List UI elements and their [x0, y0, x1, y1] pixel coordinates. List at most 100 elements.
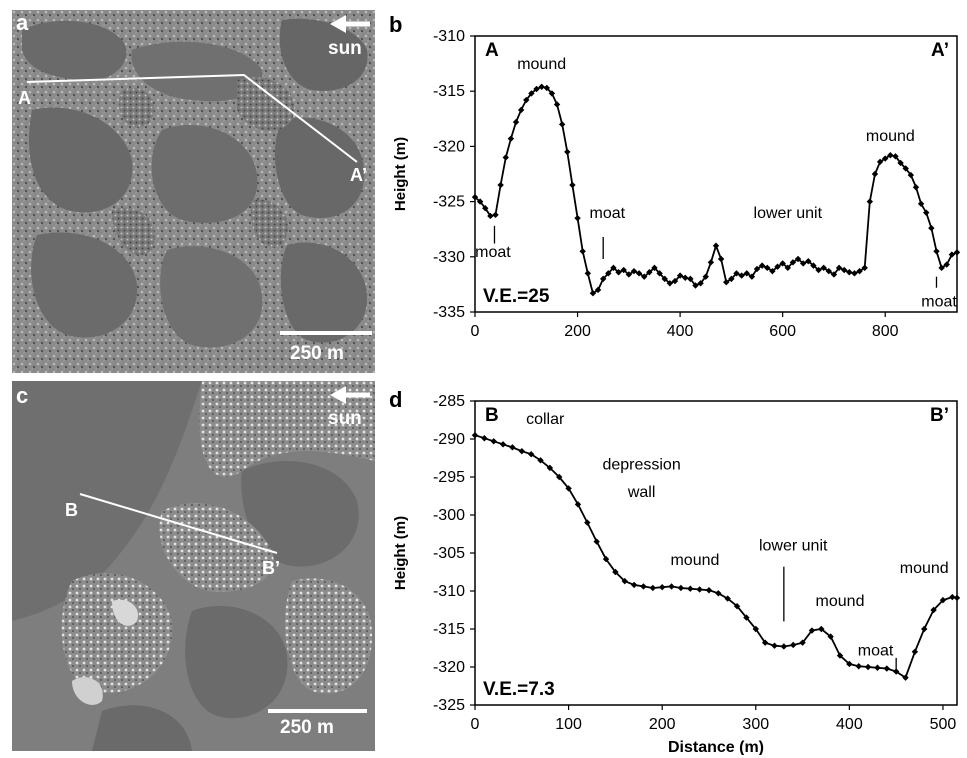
data-point: [851, 270, 858, 277]
annotation-label: mound: [670, 552, 719, 569]
annotation-label: mound: [900, 560, 949, 577]
annotation-label: lower unit: [759, 538, 828, 555]
scale-label-a: 250 m: [290, 343, 344, 364]
data-point: [887, 152, 894, 159]
terrain-image-a: [12, 10, 375, 373]
data-point: [738, 272, 745, 279]
data-point: [912, 184, 920, 191]
y-tick-label: -310: [433, 28, 465, 45]
annotation-label: moat: [475, 244, 511, 261]
data-point: [646, 269, 653, 276]
y-tick-label: -290: [433, 431, 465, 448]
x-tick-label: 400: [667, 323, 694, 340]
data-point: [696, 586, 703, 593]
x-tick-label: 200: [564, 323, 591, 340]
panel-label-d: d: [389, 387, 402, 412]
data-point: [487, 212, 494, 220]
x-tick-label: 800: [872, 323, 899, 340]
data-point: [507, 135, 515, 142]
y-tick-label: -295: [433, 469, 465, 486]
data-point: [640, 583, 647, 590]
annotation-label: moat: [590, 205, 626, 222]
data-point: [471, 193, 479, 201]
sun-label-c: sun: [328, 408, 362, 429]
data-point: [933, 248, 940, 255]
data-point: [805, 258, 812, 265]
annotation-label: lower unit: [754, 205, 823, 222]
data-point: [953, 249, 961, 256]
panel-label-a: a: [16, 10, 29, 35]
data-point: [512, 118, 520, 126]
profile-line-b: [79, 493, 278, 554]
data-point: [874, 664, 881, 671]
data-point: [523, 96, 530, 104]
data-point: [658, 584, 666, 591]
profile-chart-d: d -325 -320 -315 -310 -305 -300 -295 -290 -285 0 10…: [389, 387, 961, 755]
data-point: [855, 663, 862, 670]
data-point: [930, 606, 937, 614]
y-axis-label: Height (m): [392, 516, 409, 590]
profile-end-label: B’: [930, 405, 949, 426]
annotation-label: moat: [858, 643, 894, 660]
data-point: [666, 280, 674, 287]
data-point: [482, 205, 489, 212]
data-point: [584, 519, 591, 526]
profile-line-a: [26, 73, 358, 163]
data-point: [790, 641, 797, 649]
profile-end-label-c: B’: [262, 558, 280, 578]
data-point: [835, 264, 843, 272]
data-point: [556, 473, 563, 481]
panel-label-c: c: [16, 383, 29, 408]
data-point: [780, 643, 788, 650]
data-point: [630, 581, 638, 589]
data-point: [764, 264, 771, 272]
profile-start-label: B: [485, 405, 499, 426]
data-point: [864, 663, 872, 671]
data-point: [579, 248, 586, 255]
data-point: [897, 159, 904, 167]
y-tick-label: -320: [433, 138, 465, 155]
data-point: [553, 101, 561, 108]
y-tick-label: -335: [433, 304, 465, 321]
data-point: [687, 585, 694, 592]
y-tick-label: -320: [433, 659, 465, 676]
annotation-label: depression: [602, 456, 680, 473]
data-point: [911, 648, 919, 655]
data-point: [902, 674, 909, 681]
data-point: [692, 282, 699, 289]
data-point: [518, 447, 525, 455]
data-point: [892, 153, 899, 160]
data-point: [705, 587, 713, 594]
data-point: [668, 583, 675, 590]
sun-arrow-icon: [330, 15, 370, 33]
sun-arrow-icon: [330, 386, 370, 404]
x-tick-label: 100: [555, 716, 582, 733]
plot-frame: [474, 35, 958, 313]
data-point: [758, 262, 766, 269]
profile-chart-b: b -335 -330 -325 -320 -315 -310 0 200 400 600 800 He…: [389, 12, 961, 340]
data-point: [574, 214, 581, 222]
data-point: [543, 84, 550, 92]
data-point: [882, 155, 889, 162]
data-point: [866, 198, 874, 205]
data-point: [717, 255, 725, 263]
profile-start-label-a: A: [18, 88, 31, 108]
data-point: [784, 264, 791, 272]
data-point: [939, 596, 947, 604]
x-tick-label: 500: [930, 716, 957, 733]
data-point: [830, 271, 838, 278]
y-tick-label: -325: [433, 194, 465, 211]
data-point: [707, 259, 715, 266]
scale-label-c: 250 m: [280, 717, 334, 738]
data-point: [641, 273, 648, 280]
data-point: [943, 261, 950, 268]
x-tick-label: 600: [769, 323, 796, 340]
x-tick-label: 0: [471, 716, 480, 733]
data-point: [861, 264, 868, 272]
panel-label-b: b: [389, 12, 402, 37]
ve-label: V.E.=25: [483, 286, 550, 307]
data-point: [856, 267, 863, 275]
data-point: [564, 148, 571, 156]
data-point: [917, 200, 925, 208]
y-axis-label: Height (m): [392, 137, 409, 211]
